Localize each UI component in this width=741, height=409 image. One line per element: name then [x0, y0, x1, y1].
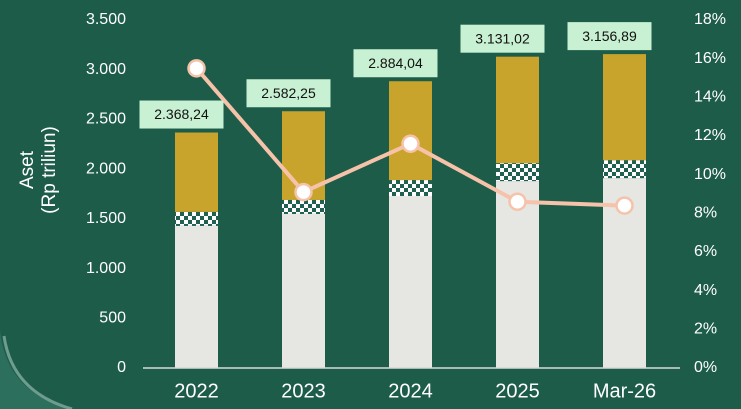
total-label-box — [460, 24, 545, 53]
bar-segment — [496, 56, 539, 164]
line-marker — [401, 134, 420, 153]
total-label: 2.582,25 — [261, 85, 316, 101]
y2-tick-label: 4% — [694, 282, 717, 299]
bar-segment — [603, 160, 646, 179]
y-tick-label: 1.500 — [86, 210, 126, 227]
y2-tick-label: 8% — [694, 205, 717, 222]
line-marker — [294, 182, 313, 202]
x-tick-label: Mar-26 — [593, 380, 656, 402]
bar-segment — [496, 163, 539, 182]
x-tick-label: 2023 — [281, 380, 326, 402]
x-tick-label: 2022 — [174, 380, 219, 402]
y2-tick-label: 16% — [694, 50, 726, 67]
y-tick-label: 1.000 — [86, 260, 126, 277]
corner-decoration — [0, 330, 70, 409]
bar-segment — [496, 181, 539, 368]
line-marker — [615, 196, 634, 215]
bar-segment — [175, 225, 218, 368]
corner-curve — [2, 335, 73, 409]
y2-tick-label: 18% — [694, 11, 726, 28]
y-axis-label: Aset — [17, 150, 38, 189]
total-label-box — [567, 22, 652, 51]
y2-tick-label: 10% — [694, 166, 726, 183]
bar-segment — [175, 132, 218, 212]
total-label: 2.368,24 — [154, 106, 209, 122]
y2-tick-label: 0% — [694, 359, 717, 376]
bar-segment — [603, 54, 646, 161]
bar-segment — [282, 213, 325, 368]
y2-tick-label: 14% — [694, 89, 726, 106]
y2-tick-label: 2% — [694, 321, 717, 338]
bar-segment — [389, 180, 432, 196]
y-tick-label: 3.000 — [86, 61, 126, 78]
bar-segment — [389, 195, 432, 368]
total-label-box — [246, 79, 331, 108]
total-label: 3.131,02 — [475, 30, 530, 46]
total-label: 3.156,89 — [582, 28, 637, 44]
bar-segment — [389, 81, 432, 181]
line-marker — [508, 192, 527, 211]
y2-tick-label: 6% — [694, 243, 717, 260]
total-label-box — [353, 49, 438, 78]
line-marker — [187, 59, 206, 78]
y-axis-label: (Rp triliun) — [39, 126, 60, 214]
y-tick-label: 3.500 — [86, 11, 126, 28]
x-tick-label: 2024 — [388, 380, 433, 402]
y-tick-label: 2.500 — [86, 111, 126, 128]
bar-segment — [282, 199, 325, 214]
x-tick-label: 2025 — [495, 380, 540, 402]
bar-segment — [175, 211, 218, 226]
y-tick-label: 2.000 — [86, 160, 126, 177]
y-tick-label: 0 — [117, 359, 126, 376]
total-label: 2.884,04 — [368, 55, 423, 71]
total-label-box — [139, 100, 224, 129]
y2-tick-label: 12% — [694, 127, 726, 144]
y-tick-label: 500 — [99, 310, 126, 327]
